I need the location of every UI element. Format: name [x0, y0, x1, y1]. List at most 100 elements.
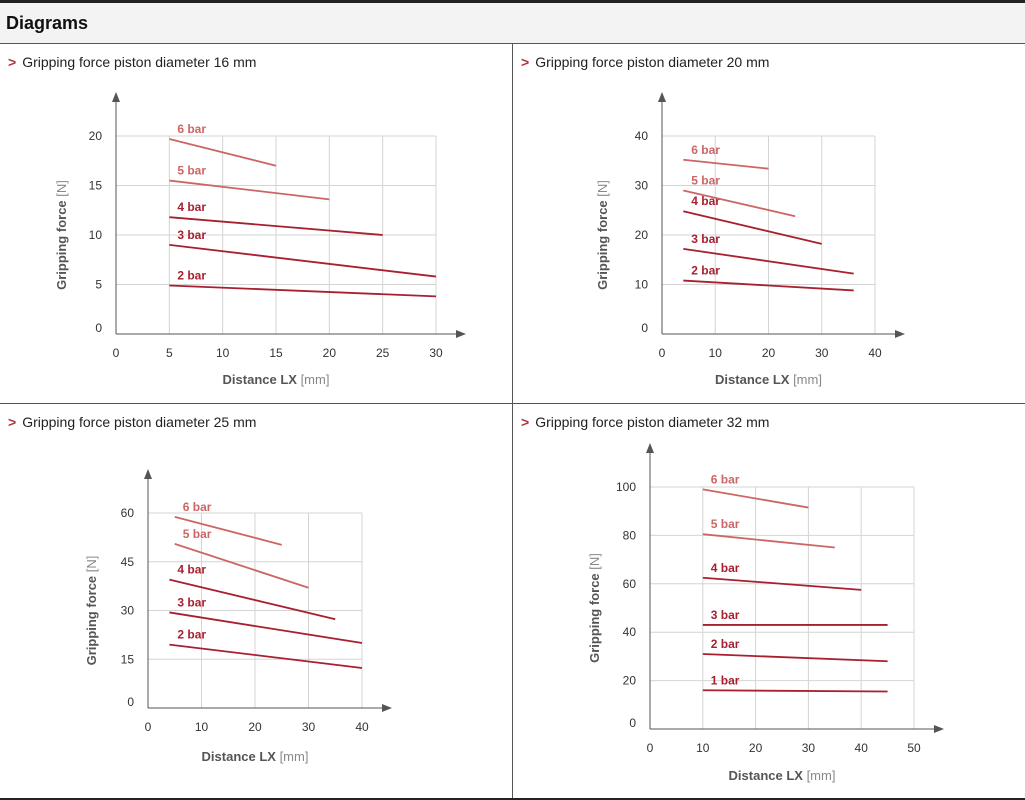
series-label: 3 bar — [711, 608, 740, 622]
chart-title: > Gripping force piston diameter 16 mm — [8, 54, 256, 70]
series-line — [702, 533, 835, 549]
series-label: 6 bar — [177, 122, 206, 136]
x-tick-label: 40 — [868, 346, 882, 360]
y-tick-label: 60 — [623, 577, 637, 591]
chart-panel-32mm: > Gripping force piston diameter 32 mm 0 2… — [513, 404, 1025, 798]
y-tick-label: 15 — [89, 179, 103, 193]
x-tick-label: 25 — [376, 346, 390, 360]
series-label: 2 bar — [177, 628, 206, 642]
x-axis-arrow-icon — [895, 330, 905, 338]
y-axis-title: Gripping force [N] — [84, 556, 99, 666]
y-tick-label: 20 — [623, 674, 637, 688]
series-line — [683, 247, 854, 275]
y-axis-title: Gripping force [N] — [54, 180, 69, 290]
x-tick-label: 0 — [113, 346, 120, 360]
series-line — [683, 158, 769, 170]
series-label: 4 bar — [177, 563, 206, 577]
series-line — [169, 179, 330, 201]
chart-panel-20mm: > Gripping force piston diameter 20 mm 0 1… — [513, 44, 1025, 403]
grid — [148, 512, 363, 708]
section-header: Diagrams — [0, 3, 1025, 44]
y-axis-title: Gripping force [N] — [595, 180, 610, 290]
series-line — [174, 516, 282, 546]
series-line — [683, 279, 854, 292]
series-label: 6 bar — [183, 500, 212, 514]
x-tick-label: 0 — [145, 720, 152, 734]
y-tick-label: 30 — [121, 604, 135, 618]
chart-title: > Gripping force piston diameter 25 mm — [8, 414, 256, 430]
chart-panel-16mm: > Gripping force piston diameter 16 mm 0 5… — [0, 44, 512, 403]
series-label: 6 bar — [711, 472, 740, 486]
series-label: 3 bar — [177, 228, 206, 242]
x-axis-title: Distance LX [mm] — [223, 372, 330, 387]
x-axis-title: Distance LX [mm] — [715, 372, 822, 387]
x-tick-label: 30 — [429, 346, 443, 360]
series-line — [683, 210, 822, 245]
y-tick-label: 40 — [635, 129, 649, 143]
y-tick-label: 0 — [629, 716, 636, 730]
y-tick-label: 40 — [623, 625, 637, 639]
y-tick-label: 30 — [635, 179, 649, 193]
chart-title: > Gripping force piston diameter 20 mm — [521, 54, 769, 70]
x-tick-label: 40 — [855, 741, 869, 755]
x-tick-label: 30 — [302, 720, 316, 734]
series-line — [702, 689, 888, 693]
x-tick-label: 10 — [709, 346, 723, 360]
x-axis-title: Distance LX [mm] — [729, 768, 836, 783]
chart-panel-25mm: > Gripping force piston diameter 25 mm 0 1… — [0, 404, 512, 798]
x-tick-label: 0 — [647, 741, 654, 755]
y-tick-label: 80 — [623, 528, 637, 542]
x-tick-label: 10 — [195, 720, 209, 734]
series-label: 4 bar — [177, 200, 206, 214]
chevron-right-icon: > — [521, 414, 530, 430]
bottom-rule — [0, 798, 1025, 800]
x-tick-label: 30 — [802, 741, 816, 755]
chart-title: > Gripping force piston diameter 32 mm — [521, 414, 769, 430]
series-label: 1 bar — [711, 673, 740, 687]
series-label: 2 bar — [691, 264, 720, 278]
series-label: 5 bar — [177, 164, 206, 178]
series-label: 2 bar — [711, 637, 740, 651]
y-tick-label: 15 — [121, 652, 135, 666]
chart-plot-20mm: 0 10 20 30 40 0 10 20 30 40 Distance LX [mm] Grippi… — [595, 92, 905, 387]
y-axis-title: Gripping force [N] — [587, 553, 602, 663]
series-line — [169, 216, 383, 236]
chart-title-text: Gripping force piston diameter 20 mm — [535, 54, 770, 70]
series-line — [683, 189, 796, 218]
x-tick-label: 15 — [269, 346, 283, 360]
section-title: Diagrams — [6, 13, 89, 33]
y-tick-label: 0 — [127, 695, 134, 709]
series-line — [169, 284, 437, 298]
grid — [650, 486, 915, 729]
grid — [662, 135, 876, 334]
y-axis-arrow-icon — [658, 92, 666, 102]
x-tick-label: 20 — [749, 741, 763, 755]
series-label: 6 bar — [691, 143, 720, 157]
x-axis-arrow-icon — [382, 704, 392, 712]
series-label: 3 bar — [177, 595, 206, 609]
x-tick-label: 10 — [216, 346, 230, 360]
panel-divider-vertical — [512, 44, 513, 800]
y-tick-label: 20 — [89, 129, 103, 143]
y-tick-label: 0 — [641, 321, 648, 335]
series-line — [169, 578, 336, 621]
x-tick-label: 5 — [166, 346, 173, 360]
y-tick-label: 60 — [121, 506, 135, 520]
chevron-right-icon: > — [521, 54, 530, 70]
y-tick-label: 0 — [95, 321, 102, 335]
chevron-right-icon: > — [8, 54, 17, 70]
chart-plot-25mm: 0 15 30 45 60 0 10 20 30 40 Distance LX [mm] Grippi… — [84, 469, 392, 764]
x-tick-label: 50 — [907, 741, 921, 755]
series-label: 2 bar — [177, 268, 206, 282]
chart-title-text: Gripping force piston diameter 25 mm — [22, 414, 257, 430]
x-tick-label: 20 — [762, 346, 776, 360]
y-tick-label: 10 — [635, 278, 649, 292]
series-line — [169, 611, 363, 644]
series-label: 4 bar — [711, 561, 740, 575]
x-tick-label: 40 — [355, 720, 369, 734]
x-axis-arrow-icon — [934, 725, 944, 733]
series-line — [174, 543, 309, 589]
chart-plot-32mm: 0 20 40 60 80 100 0 10 20 30 40 50 Distance LX [mm] G… — [587, 443, 944, 783]
series-line — [169, 138, 277, 167]
y-tick-label: 100 — [616, 480, 636, 494]
